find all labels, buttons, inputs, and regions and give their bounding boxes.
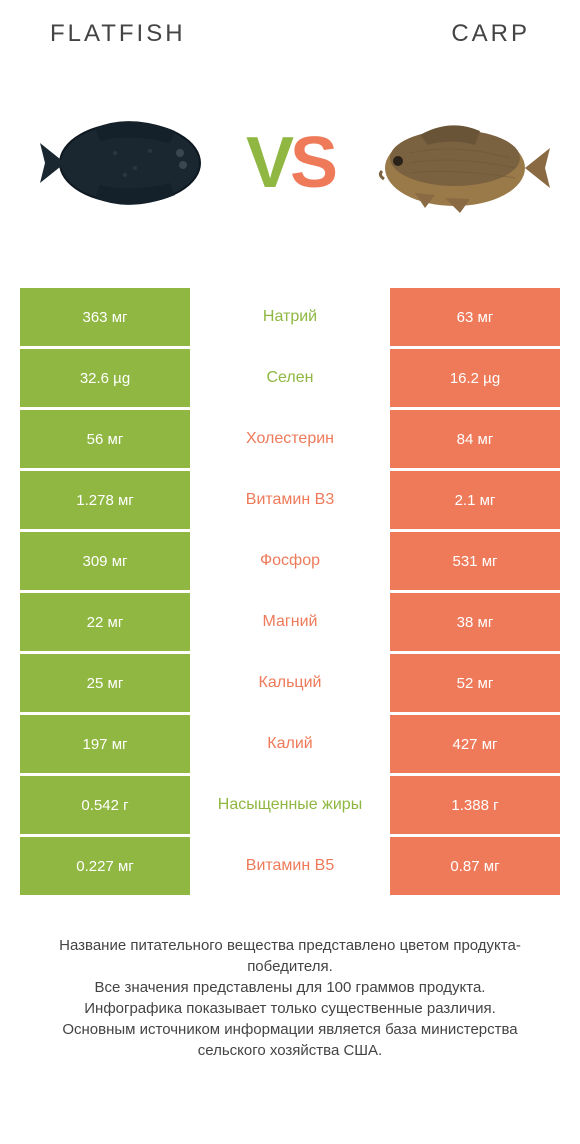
table-row: 197 мгКалий427 мг [20, 715, 560, 773]
cell-left-value: 197 мг [20, 715, 190, 773]
table-row: 363 мгНатрий63 мг [20, 288, 560, 346]
cell-right-value: 38 мг [390, 593, 560, 651]
table-row: 25 мгКальций52 мг [20, 654, 560, 712]
table-row: 1.278 мгВитамин B32.1 мг [20, 471, 560, 529]
table-row: 0.227 мгВитамин B50.87 мг [20, 837, 560, 895]
cell-right-value: 1.388 г [390, 776, 560, 834]
title-left: FLATFISH [50, 20, 186, 48]
footer-line: Все значения представлены для 100 граммо… [40, 977, 540, 998]
cell-right-value: 63 мг [390, 288, 560, 346]
flatfish-image [30, 83, 220, 243]
cell-nutrient-name: Калий [190, 715, 390, 773]
table-row: 56 мгХолестерин84 мг [20, 410, 560, 468]
cell-nutrient-name: Натрий [190, 288, 390, 346]
table-row: 309 мгФосфор531 мг [20, 532, 560, 590]
cell-left-value: 22 мг [20, 593, 190, 651]
cell-left-value: 309 мг [20, 532, 190, 590]
cell-right-value: 2.1 мг [390, 471, 560, 529]
cell-left-value: 0.227 мг [20, 837, 190, 895]
cell-right-value: 16.2 µg [390, 349, 560, 407]
carp-image [360, 83, 550, 243]
table-row: 0.542 гНасыщенные жиры1.388 г [20, 776, 560, 834]
cell-right-value: 0.87 мг [390, 837, 560, 895]
cell-nutrient-name: Холестерин [190, 410, 390, 468]
footer-line: Название питательного вещества представл… [40, 935, 540, 977]
cell-right-value: 531 мг [390, 532, 560, 590]
cell-left-value: 32.6 µg [20, 349, 190, 407]
title-right: CARP [451, 20, 530, 48]
cell-nutrient-name: Магний [190, 593, 390, 651]
cell-left-value: 25 мг [20, 654, 190, 712]
cell-left-value: 1.278 мг [20, 471, 190, 529]
table-row: 32.6 µgСелен16.2 µg [20, 349, 560, 407]
images-row: V S [20, 68, 560, 258]
footer-line: Основным источником информации является … [40, 1019, 540, 1061]
cell-nutrient-name: Витамин B3 [190, 471, 390, 529]
vs-s: S [290, 122, 334, 204]
comparison-table: 363 мгНатрий63 мг32.6 µgСелен16.2 µg56 м… [20, 288, 560, 895]
cell-left-value: 363 мг [20, 288, 190, 346]
vs-v: V [246, 122, 290, 204]
footer-text: Название питательного вещества представл… [20, 935, 560, 1061]
vs-label: V S [246, 122, 334, 204]
cell-nutrient-name: Витамин B5 [190, 837, 390, 895]
cell-nutrient-name: Кальций [190, 654, 390, 712]
cell-right-value: 52 мг [390, 654, 560, 712]
footer-line: Инфографика показывает только существенн… [40, 998, 540, 1019]
cell-left-value: 56 мг [20, 410, 190, 468]
cell-nutrient-name: Фосфор [190, 532, 390, 590]
cell-right-value: 427 мг [390, 715, 560, 773]
cell-right-value: 84 мг [390, 410, 560, 468]
table-row: 22 мгМагний38 мг [20, 593, 560, 651]
header: FLATFISH CARP [20, 20, 560, 48]
cell-nutrient-name: Насыщенные жиры [190, 776, 390, 834]
cell-nutrient-name: Селен [190, 349, 390, 407]
cell-left-value: 0.542 г [20, 776, 190, 834]
